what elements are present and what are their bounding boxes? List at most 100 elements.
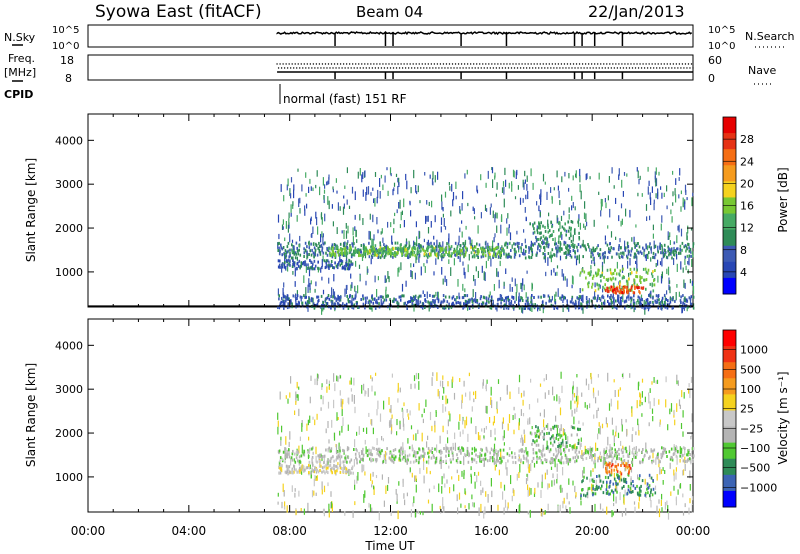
echo-band-cell xyxy=(653,255,656,259)
echo-band-cell xyxy=(631,288,633,292)
echo-band-cell xyxy=(339,251,342,255)
nave-dot xyxy=(323,67,325,69)
echo-band-cell xyxy=(649,282,652,286)
nave-dot xyxy=(648,63,650,65)
echo-band-cell xyxy=(445,459,447,463)
echo-speckle xyxy=(325,464,327,471)
echo-speckle xyxy=(442,241,444,249)
echo-band-cell xyxy=(346,294,348,298)
echo-speckle xyxy=(333,274,335,282)
echo-speckle xyxy=(562,467,564,476)
echo-speckle xyxy=(321,383,323,388)
echo-speckle xyxy=(537,482,539,488)
echo-band-cell xyxy=(290,456,293,460)
echo-speckle xyxy=(303,275,305,283)
echo-band-cell xyxy=(289,248,291,252)
echo-speckle xyxy=(494,437,496,441)
echo-band-cell xyxy=(574,250,576,254)
nave-dot xyxy=(489,67,492,69)
echo-speckle xyxy=(517,185,519,190)
echo-band-cell xyxy=(464,302,467,306)
echo-band-cell xyxy=(400,295,402,299)
echo-band-cell xyxy=(396,252,398,256)
echo-band-cell xyxy=(327,294,330,297)
echo-speckle xyxy=(678,224,680,233)
echo-speckle xyxy=(308,186,310,193)
echo-band-cell xyxy=(611,255,613,259)
echo-speckle xyxy=(621,373,624,378)
echo-speckle xyxy=(309,300,311,305)
nave-dot xyxy=(321,63,324,65)
echo-band-cell xyxy=(354,246,357,250)
echo-speckle xyxy=(676,284,678,288)
echo-band-cell xyxy=(391,453,393,457)
echo-speckle xyxy=(688,257,690,266)
echo-speckle xyxy=(639,175,641,180)
echo-speckle xyxy=(613,493,615,502)
echo-band-cell xyxy=(567,220,569,224)
echo-speckle xyxy=(372,239,374,247)
echo-band-cell xyxy=(349,470,351,474)
echo-band-cell xyxy=(640,281,642,284)
echo-band-cell xyxy=(484,254,487,258)
echo-band-cell xyxy=(333,266,335,270)
echo-band-cell xyxy=(687,458,689,462)
echo-band-cell xyxy=(546,240,549,244)
echo-band-cell xyxy=(435,457,438,460)
echo-speckle xyxy=(480,503,482,512)
echo-band-cell xyxy=(590,255,592,259)
echo-speckle xyxy=(503,186,505,195)
echo-band-cell xyxy=(326,302,329,305)
echo-speckle xyxy=(434,420,436,427)
echo-band-cell xyxy=(677,449,679,453)
echo-band-cell xyxy=(284,470,287,474)
echo-speckle xyxy=(513,489,515,497)
echo-speckle xyxy=(522,198,524,203)
echo-speckle xyxy=(585,213,587,222)
echo-band-cell xyxy=(328,305,330,309)
echo-band-cell xyxy=(408,253,410,257)
echo-band-cell xyxy=(408,244,411,248)
echo-band-cell xyxy=(649,242,651,246)
echo-speckle xyxy=(506,218,508,224)
echo-speckle xyxy=(487,170,489,179)
echo-band-cell xyxy=(517,245,520,249)
echo-speckle xyxy=(296,394,298,398)
echo-speckle xyxy=(468,503,470,510)
echo-band-cell xyxy=(337,302,340,306)
echo-band-cell xyxy=(451,252,453,256)
nave-dot xyxy=(326,67,328,69)
echo-band-cell xyxy=(549,255,551,259)
echo-speckle xyxy=(657,275,659,283)
echo-band-cell xyxy=(575,302,577,306)
echo-band-cell xyxy=(339,466,342,470)
echo-band-cell xyxy=(277,242,279,246)
echo-speckle xyxy=(331,204,333,209)
echo-speckle xyxy=(419,231,421,239)
echo-band-cell xyxy=(635,285,638,289)
echo-band-cell xyxy=(621,461,623,465)
echo-speckle xyxy=(525,478,528,485)
echo-band-cell xyxy=(559,450,561,454)
echo-speckle xyxy=(449,413,451,422)
echo-speckle xyxy=(369,213,371,220)
echo-band-cell xyxy=(483,296,486,300)
echo-speckle xyxy=(478,507,480,516)
echo-band-cell xyxy=(633,294,635,298)
echo-speckle xyxy=(448,411,450,416)
echo-speckle xyxy=(398,481,400,486)
echo-speckle xyxy=(305,265,307,273)
echo-band-cell xyxy=(598,297,601,300)
echo-band-cell xyxy=(636,283,638,287)
echo-speckle xyxy=(645,254,647,262)
echo-band-cell xyxy=(542,306,545,310)
echo-band-cell xyxy=(672,252,675,256)
echo-speckle xyxy=(490,203,492,208)
nave-dot xyxy=(447,67,449,69)
echo-speckle xyxy=(282,226,284,230)
echo-band-cell xyxy=(661,446,663,450)
echo-speckle xyxy=(441,255,443,262)
echo-band-cell xyxy=(421,247,424,251)
echo-band-cell xyxy=(307,454,310,458)
echo-speckle xyxy=(455,181,457,190)
